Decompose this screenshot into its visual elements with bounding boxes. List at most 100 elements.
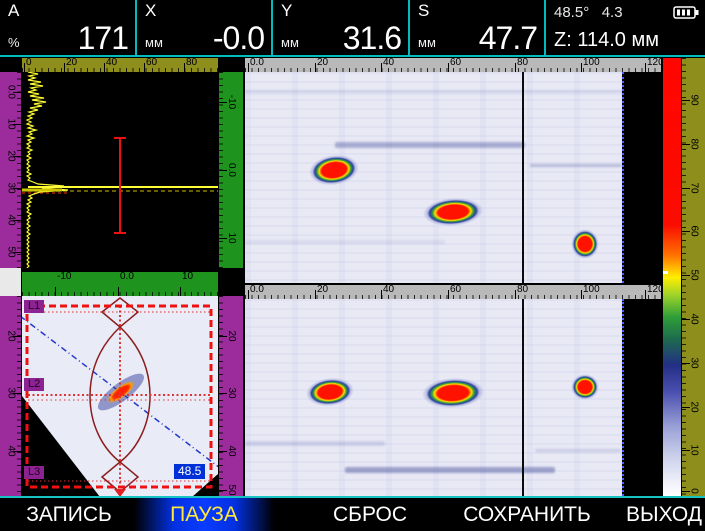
ruler-tick-label: 20 — [317, 58, 329, 68]
scan-position-cursor[interactable] — [522, 72, 524, 283]
ruler-tick-label: 40 — [383, 285, 395, 295]
gate-cursor — [114, 137, 126, 234]
ruler-major-tick — [448, 290, 449, 299]
readout-unit: мм — [145, 35, 163, 50]
ruler-major-tick — [515, 290, 516, 299]
ascan-plot — [22, 71, 218, 269]
menu-button-2[interactable]: ПАУЗА — [134, 498, 274, 531]
ruler-major-tick — [248, 290, 249, 299]
ruler-tick-label: 10 — [182, 272, 194, 282]
ruler-major-tick — [315, 63, 316, 72]
ruler-major-tick — [581, 290, 582, 299]
gate-region-rect — [25, 304, 213, 489]
ruler-major-tick — [13, 188, 21, 189]
ruler-major-tick — [219, 336, 227, 337]
ruler-tick-label: 120 — [647, 285, 661, 295]
probe-angle: 48.5° — [554, 4, 590, 21]
ruler-major-tick — [219, 102, 227, 103]
scan-data-end-region — [622, 72, 661, 283]
ruler-major-tick — [448, 63, 449, 72]
ruler-major-tick — [682, 144, 690, 145]
readout-label: A — [8, 1, 20, 20]
ruler-major-tick — [144, 63, 145, 72]
ruler-tick-label: 0.0 — [250, 58, 264, 68]
defect-indication-blob — [571, 374, 599, 400]
ruler-major-tick — [219, 238, 227, 239]
ruler-major-tick — [219, 393, 227, 394]
ruler-major-tick — [104, 63, 105, 72]
ruler-sector-top: -10 0.0 10 — [22, 272, 218, 296]
scan-position-cursor[interactable] — [522, 299, 524, 496]
ruler-tick-label: 0.0 — [250, 285, 264, 295]
ruler-cscan-bottom: 0.0 20 40 60 80 100 120 — [245, 285, 661, 299]
ruler-tick-label: 60 — [450, 285, 462, 295]
sector-angle-badge: 48.5 — [174, 464, 206, 479]
menu-button-5[interactable]: ВЫХОД — [625, 503, 703, 526]
ruler-tick-label: 40 — [106, 58, 118, 68]
ruler-major-tick — [219, 451, 227, 452]
ruler-major-tick — [219, 490, 227, 491]
ruler-tick-label: 20 — [317, 285, 329, 295]
readout-value: 171 — [77, 20, 129, 56]
ruler-major-tick — [55, 287, 56, 296]
ruler-major-tick — [13, 336, 21, 337]
ruler-tick-label: 60 — [146, 58, 158, 68]
ruler-tick-label: 50 — [226, 484, 237, 496]
ruler-tick-label: 60 — [450, 58, 462, 68]
ruler-tick-label: 100 — [583, 58, 600, 68]
ruler-major-tick — [180, 287, 181, 296]
panel-divider — [245, 283, 661, 285]
ruler-major-tick — [645, 290, 646, 299]
readout-s: S мм 47.7 — [410, 0, 546, 56]
readout-y: Y мм 31.6 — [273, 0, 410, 56]
gain-value: 4.3 — [601, 4, 623, 21]
ruler-major-tick — [381, 63, 382, 72]
ruler-major-tick — [315, 290, 316, 299]
ruler-major-tick — [13, 124, 21, 125]
scan-data-end-region — [622, 299, 661, 496]
ruler-major-tick — [64, 63, 65, 72]
ruler-major-tick — [682, 188, 690, 189]
ruler-major-tick — [682, 450, 690, 451]
readout-label: X — [145, 1, 157, 20]
readout-label: Y — [281, 1, 293, 20]
ruler-ascan-top: 0 20 40 60 80 — [22, 58, 218, 72]
ruler-major-tick — [682, 491, 690, 492]
ruler-tick-label: -10 — [57, 272, 72, 282]
readout-x: X мм -0.0 — [137, 0, 273, 56]
defect-indication-blob — [422, 195, 484, 229]
ruler-major-tick — [13, 220, 21, 221]
ruler-major-tick — [682, 231, 690, 232]
gate-dotted-lines — [28, 306, 210, 493]
menu-button-1[interactable]: ЗАПИСЬ — [26, 503, 112, 526]
ruler-major-tick — [24, 63, 25, 72]
top-status-bar: A % 171 X мм -0.0 Y мм 31.6 S мм 47.7 48… — [0, 0, 705, 57]
readout-value: 47.7 — [478, 20, 538, 56]
readout-unit: мм — [281, 35, 299, 50]
menu-button-3[interactable]: СБРОС — [333, 503, 407, 526]
ruler-major-tick — [581, 63, 582, 72]
gate-label-badge: L3 — [24, 466, 45, 479]
ascan-waveform — [22, 71, 218, 269]
ruler-major-tick — [13, 252, 21, 253]
readout-amplitude: A % 171 — [0, 0, 137, 56]
cscan-bottom-plot — [245, 299, 661, 496]
ruler-colorbar: 90 80 70 60 50 40 30 20 10 0 — [682, 58, 705, 497]
readout-value: -0.0 — [212, 20, 265, 56]
menu-button-4[interactable]: СОХРАНИТЬ — [463, 503, 591, 526]
ruler-major-tick — [682, 100, 690, 101]
ruler-tick-label: 80 — [517, 285, 529, 295]
ruler-tick-label: 80 — [517, 58, 529, 68]
colorbar-marker — [663, 270, 668, 274]
ruler-major-tick — [13, 156, 21, 157]
ruler-tick-label: 0 — [688, 488, 700, 494]
ruler-major-tick — [13, 393, 21, 394]
ruler-tick-label: 100 — [583, 285, 600, 295]
ruler-tick-label: 40 — [383, 58, 395, 68]
ruler-major-tick — [515, 63, 516, 72]
readout-value: 31.6 — [342, 20, 402, 56]
ruler-tick-label: 0.0 — [120, 272, 134, 282]
ruler-tick-label: 80 — [186, 58, 198, 68]
ruler-major-tick — [682, 319, 690, 320]
